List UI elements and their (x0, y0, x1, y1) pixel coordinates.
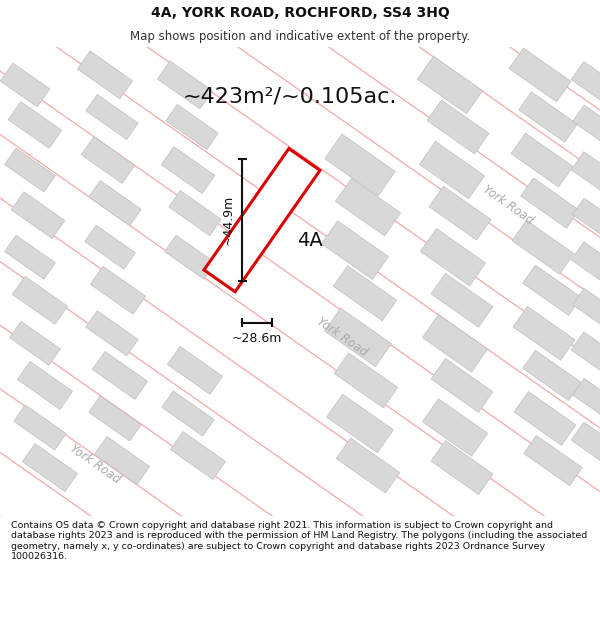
Polygon shape (512, 220, 574, 274)
Text: York Road: York Road (67, 441, 123, 486)
Polygon shape (166, 104, 218, 149)
Polygon shape (431, 359, 493, 413)
Polygon shape (523, 265, 581, 316)
Polygon shape (204, 149, 320, 292)
Polygon shape (431, 441, 493, 494)
Polygon shape (81, 137, 135, 184)
Polygon shape (5, 235, 55, 279)
Text: York Road: York Road (480, 183, 536, 228)
Polygon shape (572, 288, 600, 332)
Polygon shape (13, 276, 68, 324)
Polygon shape (519, 92, 577, 142)
Polygon shape (334, 353, 398, 408)
Polygon shape (523, 350, 581, 401)
Polygon shape (94, 437, 149, 484)
Text: 4A, YORK ROAD, ROCHFORD, SS4 3HQ: 4A, YORK ROAD, ROCHFORD, SS4 3HQ (151, 6, 449, 20)
Polygon shape (571, 422, 600, 469)
Polygon shape (85, 225, 136, 269)
Text: ~28.6m: ~28.6m (232, 332, 282, 346)
Polygon shape (0, 63, 50, 107)
Polygon shape (91, 266, 146, 314)
Text: Contains OS data © Crown copyright and database right 2021. This information is : Contains OS data © Crown copyright and d… (11, 521, 587, 561)
Polygon shape (571, 152, 600, 199)
Text: ~423m²/~0.105ac.: ~423m²/~0.105ac. (183, 87, 397, 107)
Polygon shape (169, 191, 221, 236)
Text: Map shows position and indicative extent of the property.: Map shows position and indicative extent… (130, 30, 470, 43)
Polygon shape (157, 61, 212, 109)
Polygon shape (89, 181, 141, 226)
Polygon shape (419, 141, 485, 199)
Polygon shape (421, 229, 485, 286)
Polygon shape (509, 48, 571, 102)
Polygon shape (92, 351, 148, 399)
Polygon shape (170, 432, 226, 479)
Polygon shape (325, 308, 391, 367)
Text: ~44.9m: ~44.9m (222, 195, 235, 245)
Polygon shape (162, 391, 214, 436)
Polygon shape (422, 314, 488, 372)
Polygon shape (89, 396, 141, 441)
Polygon shape (335, 178, 401, 236)
Polygon shape (17, 361, 73, 409)
Polygon shape (572, 379, 600, 423)
Polygon shape (418, 56, 482, 114)
Polygon shape (11, 192, 65, 239)
Polygon shape (572, 105, 600, 149)
Polygon shape (521, 178, 579, 228)
Polygon shape (571, 242, 600, 289)
Polygon shape (77, 51, 133, 99)
Polygon shape (336, 438, 400, 493)
Polygon shape (322, 221, 388, 279)
Polygon shape (161, 147, 215, 194)
Polygon shape (5, 148, 55, 192)
Polygon shape (164, 235, 215, 279)
Polygon shape (524, 436, 582, 486)
Text: 4A: 4A (297, 231, 323, 249)
Polygon shape (571, 61, 600, 108)
Polygon shape (86, 311, 138, 356)
Polygon shape (167, 346, 223, 394)
Polygon shape (325, 134, 395, 196)
Polygon shape (429, 186, 491, 240)
Polygon shape (513, 306, 575, 360)
Polygon shape (511, 133, 573, 187)
Polygon shape (431, 273, 493, 328)
Polygon shape (14, 405, 66, 450)
Polygon shape (10, 321, 61, 366)
Polygon shape (427, 100, 489, 154)
Text: York Road: York Road (314, 315, 370, 359)
Polygon shape (326, 394, 394, 452)
Polygon shape (86, 94, 138, 139)
Polygon shape (571, 332, 600, 379)
Polygon shape (422, 399, 488, 456)
Polygon shape (333, 266, 397, 321)
Polygon shape (572, 198, 600, 242)
Polygon shape (514, 391, 576, 446)
Polygon shape (22, 444, 77, 491)
Polygon shape (8, 102, 62, 148)
